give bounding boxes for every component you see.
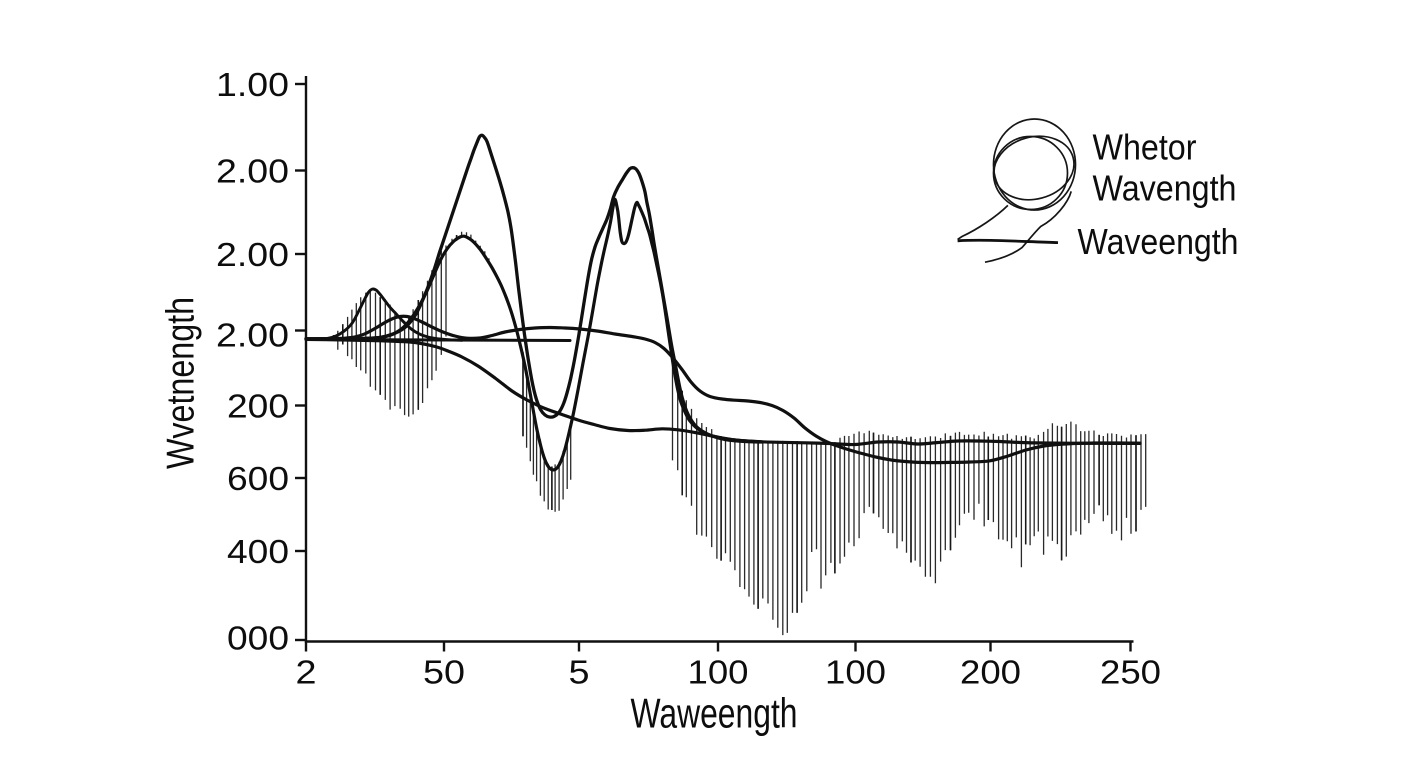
svg-text:200: 200	[227, 388, 289, 425]
svg-text:2.00: 2.00	[216, 153, 289, 190]
svg-text:200: 200	[960, 654, 1021, 691]
svg-text:2.00: 2.00	[216, 236, 289, 273]
svg-text:Wvetnength: Wvetnength	[160, 297, 203, 469]
svg-text:100: 100	[825, 654, 886, 691]
svg-text:5: 5	[569, 654, 590, 691]
svg-text:Whetor: Whetor	[1093, 127, 1197, 168]
svg-text:50: 50	[423, 654, 465, 691]
svg-text:2.00: 2.00	[216, 317, 289, 354]
svg-text:Wavength: Wavength	[1093, 168, 1237, 209]
svg-text:1.00: 1.00	[216, 66, 289, 103]
svg-text:250: 250	[1100, 654, 1161, 691]
svg-text:2: 2	[296, 654, 317, 691]
svg-text:600: 600	[227, 460, 289, 497]
svg-text:400: 400	[227, 533, 289, 570]
svg-text:100: 100	[688, 654, 749, 691]
svg-text:000: 000	[227, 620, 289, 657]
svg-text:Waveength: Waveength	[1078, 221, 1239, 262]
svg-text:Waweength: Waweength	[631, 690, 798, 737]
